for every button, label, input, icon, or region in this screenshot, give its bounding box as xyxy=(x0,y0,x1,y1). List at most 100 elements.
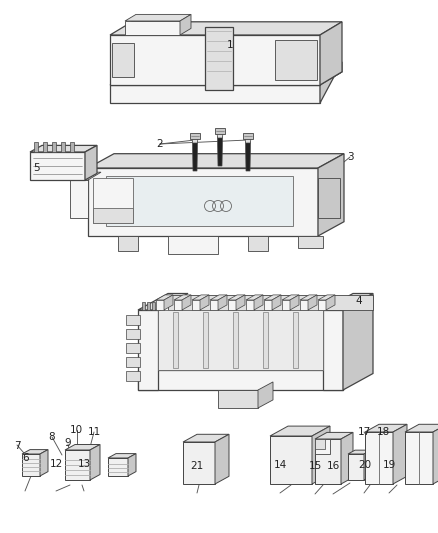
Polygon shape xyxy=(61,142,65,152)
Polygon shape xyxy=(65,445,100,450)
Polygon shape xyxy=(233,312,238,368)
Text: 2: 2 xyxy=(156,139,163,149)
Polygon shape xyxy=(323,294,373,310)
Polygon shape xyxy=(88,168,318,236)
Polygon shape xyxy=(70,180,88,218)
Polygon shape xyxy=(126,371,140,381)
Polygon shape xyxy=(248,236,268,251)
Polygon shape xyxy=(218,390,258,408)
Polygon shape xyxy=(405,432,433,484)
Polygon shape xyxy=(203,312,208,368)
Polygon shape xyxy=(270,436,312,484)
Polygon shape xyxy=(156,295,173,300)
Polygon shape xyxy=(190,133,200,139)
Polygon shape xyxy=(205,27,233,90)
Polygon shape xyxy=(70,172,101,180)
Polygon shape xyxy=(106,176,293,226)
Polygon shape xyxy=(34,142,38,152)
Polygon shape xyxy=(126,329,140,339)
Polygon shape xyxy=(174,300,182,310)
Polygon shape xyxy=(341,432,353,484)
Polygon shape xyxy=(118,236,138,251)
Polygon shape xyxy=(312,426,330,484)
Polygon shape xyxy=(138,370,343,390)
Text: 13: 13 xyxy=(78,459,91,469)
Text: 8: 8 xyxy=(48,432,55,442)
Polygon shape xyxy=(110,85,320,103)
Polygon shape xyxy=(405,424,438,432)
Text: 15: 15 xyxy=(309,462,322,471)
Polygon shape xyxy=(254,295,263,310)
Polygon shape xyxy=(168,236,218,254)
Text: 9: 9 xyxy=(64,439,71,448)
Polygon shape xyxy=(365,432,393,484)
Polygon shape xyxy=(141,302,145,310)
Polygon shape xyxy=(110,72,342,85)
Polygon shape xyxy=(215,434,229,484)
Polygon shape xyxy=(308,295,317,310)
Polygon shape xyxy=(323,310,343,390)
Polygon shape xyxy=(245,137,251,143)
Text: 18: 18 xyxy=(377,427,390,437)
Polygon shape xyxy=(126,343,140,353)
Polygon shape xyxy=(110,35,320,85)
Polygon shape xyxy=(326,295,335,310)
Polygon shape xyxy=(343,294,373,390)
Text: 17: 17 xyxy=(358,427,371,437)
Polygon shape xyxy=(433,424,438,484)
Polygon shape xyxy=(183,442,215,484)
Polygon shape xyxy=(43,142,47,152)
Polygon shape xyxy=(258,382,273,408)
Polygon shape xyxy=(348,450,371,454)
Polygon shape xyxy=(22,450,48,454)
Polygon shape xyxy=(93,208,133,223)
Polygon shape xyxy=(30,146,97,152)
Polygon shape xyxy=(393,424,407,484)
Polygon shape xyxy=(272,295,281,310)
Polygon shape xyxy=(210,295,227,300)
Polygon shape xyxy=(246,300,254,310)
Polygon shape xyxy=(228,295,245,300)
Polygon shape xyxy=(315,439,330,454)
Text: 5: 5 xyxy=(33,163,40,173)
Text: 10: 10 xyxy=(70,425,83,434)
Polygon shape xyxy=(22,454,40,476)
Text: 16: 16 xyxy=(327,462,340,471)
Polygon shape xyxy=(40,450,48,476)
Text: 11: 11 xyxy=(88,427,101,437)
Polygon shape xyxy=(320,22,342,85)
Polygon shape xyxy=(110,22,342,35)
Polygon shape xyxy=(112,43,134,77)
Polygon shape xyxy=(300,295,317,300)
Polygon shape xyxy=(318,154,344,236)
Polygon shape xyxy=(156,300,164,310)
Polygon shape xyxy=(264,295,281,300)
Polygon shape xyxy=(315,432,353,439)
Polygon shape xyxy=(85,146,97,180)
Text: 7: 7 xyxy=(14,441,21,450)
Polygon shape xyxy=(182,295,191,310)
Polygon shape xyxy=(88,154,344,168)
Polygon shape xyxy=(290,295,299,310)
Text: 4: 4 xyxy=(356,296,363,306)
Polygon shape xyxy=(282,300,290,310)
Polygon shape xyxy=(192,295,209,300)
Polygon shape xyxy=(217,132,223,138)
Polygon shape xyxy=(320,62,342,103)
Polygon shape xyxy=(192,137,198,143)
Text: 6: 6 xyxy=(22,454,29,463)
Polygon shape xyxy=(282,295,299,300)
Polygon shape xyxy=(174,295,191,300)
Polygon shape xyxy=(318,178,340,218)
Polygon shape xyxy=(275,40,317,80)
Polygon shape xyxy=(200,295,209,310)
Polygon shape xyxy=(126,315,140,325)
Polygon shape xyxy=(125,21,180,35)
Polygon shape xyxy=(93,178,133,223)
Polygon shape xyxy=(243,133,253,139)
Polygon shape xyxy=(263,312,268,368)
Polygon shape xyxy=(270,426,330,436)
Polygon shape xyxy=(365,424,407,432)
Polygon shape xyxy=(318,300,326,310)
Text: 12: 12 xyxy=(49,459,63,469)
